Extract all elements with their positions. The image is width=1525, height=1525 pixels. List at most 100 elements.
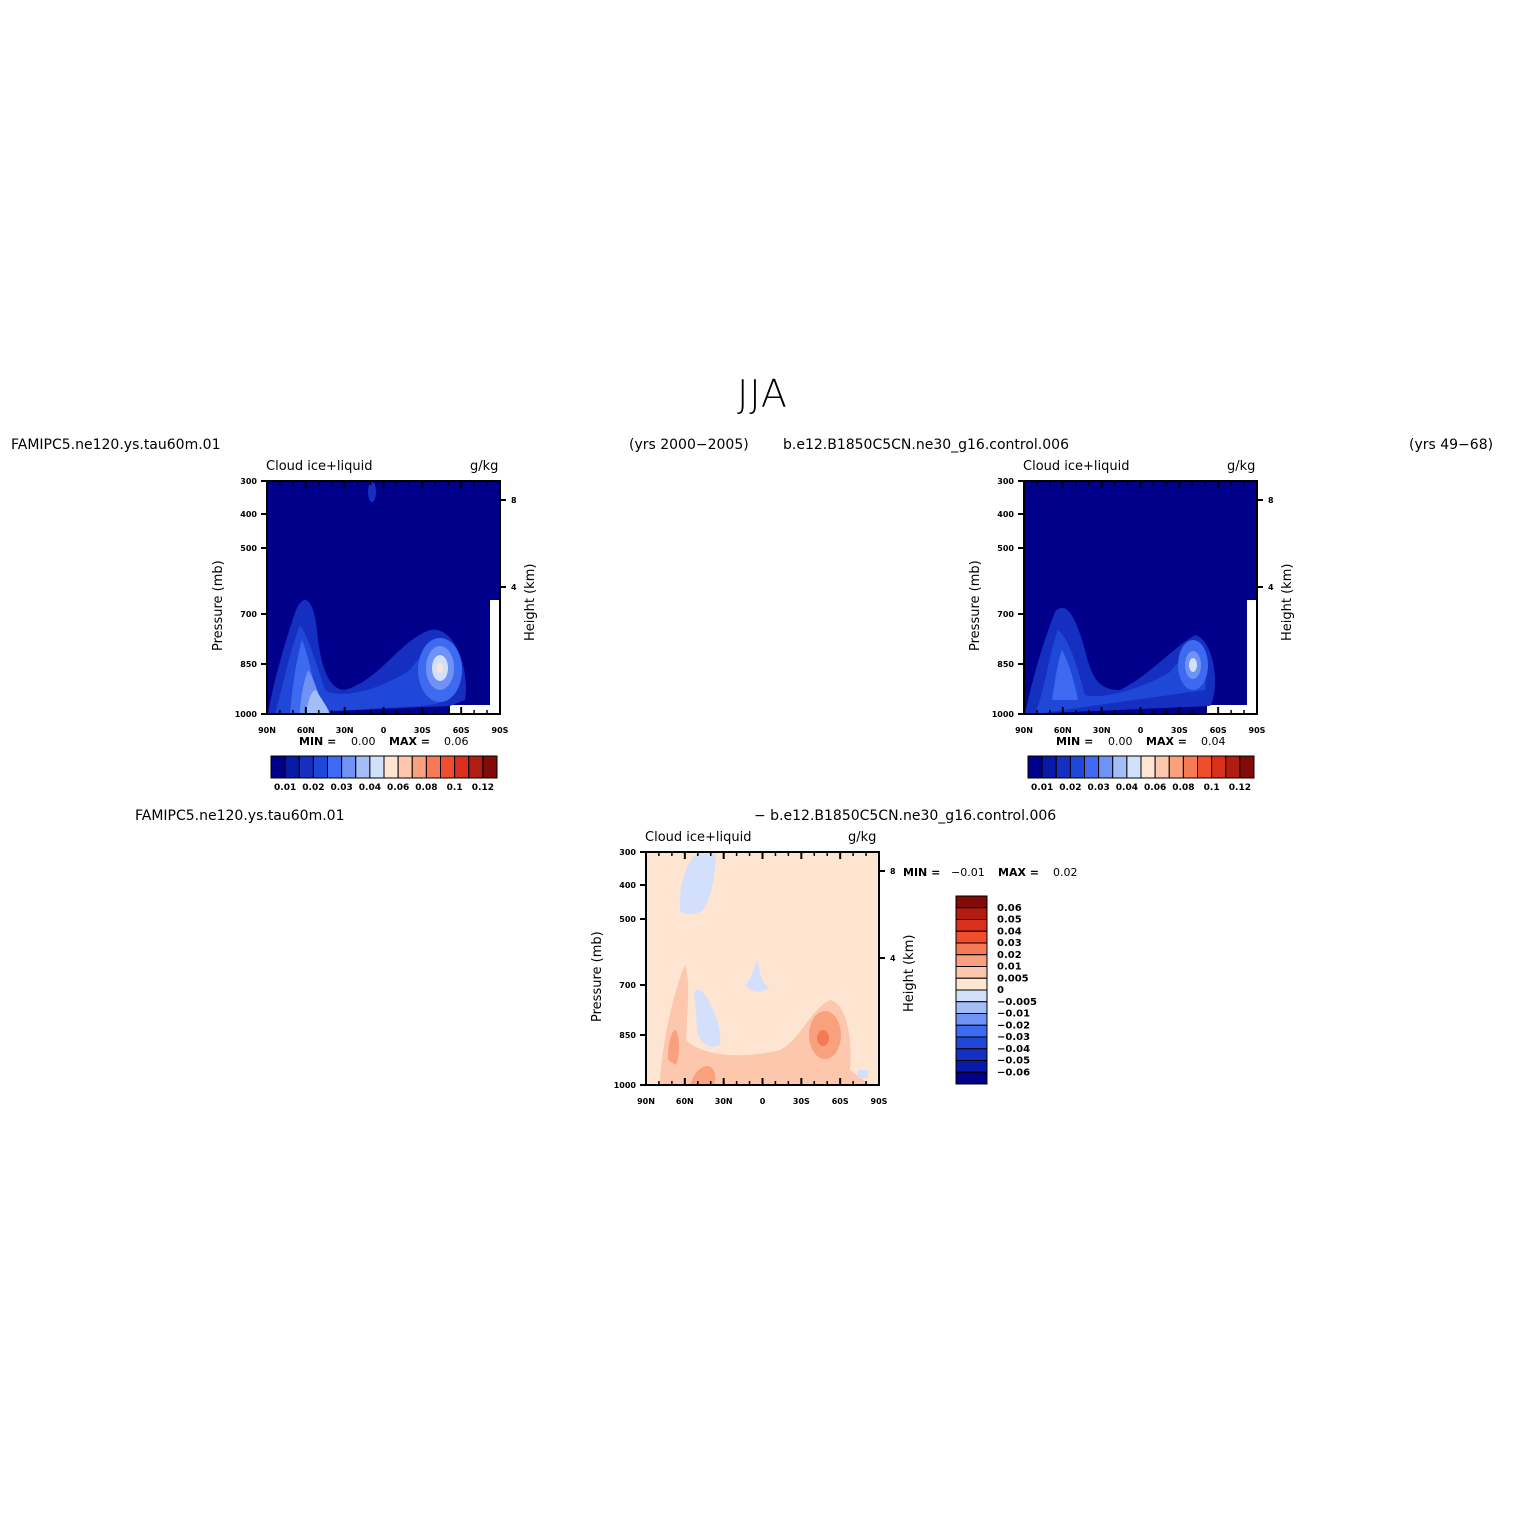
field-name-right: Cloud ice+liquid: [1023, 459, 1130, 474]
colorbar-label: 0.03: [1088, 783, 1110, 793]
units-right: g/kg: [1227, 459, 1256, 474]
y2-tick-label: 4: [890, 954, 896, 963]
y-tick-label: 300: [240, 477, 257, 486]
colorbar-box: [482, 755, 498, 779]
colorbar-label: 0.01: [1031, 783, 1053, 793]
min-label-diff: MIN =: [903, 866, 941, 879]
contour-l2: [275, 625, 460, 714]
max-value-diff: 0.02: [1053, 866, 1078, 879]
units-diff: g/kg: [848, 830, 877, 845]
y-tick-label: 850: [619, 1031, 636, 1040]
colorbar-label: 0.05: [997, 915, 1022, 926]
colorbar-box: [1112, 755, 1128, 779]
y2-tick-label: 8: [890, 867, 896, 876]
y-tick-label: 500: [619, 915, 636, 924]
x-tick-label: 90S: [1249, 726, 1266, 735]
contour-r2: [1035, 630, 1206, 714]
colorbar-box: [1140, 755, 1156, 779]
max-label-diff: MAX =: [998, 866, 1039, 879]
y-tick-label: 1000: [235, 710, 258, 719]
y2-axis-label-right: Height (km): [1280, 563, 1295, 641]
colorbar-box: [468, 755, 484, 779]
axes-layer: 90N 60N 30N 0 30S 60S 90S300400500700850100084…: [235, 477, 1274, 1106]
field-name-left: Cloud ice+liquid: [266, 459, 373, 474]
y-tick-label: 500: [240, 544, 257, 553]
min-value-right: 0.00: [1108, 735, 1133, 748]
x-tick-label: 60N: [297, 726, 315, 735]
colorbar-box: [955, 1024, 988, 1038]
colorbar-label: 0.06: [997, 903, 1022, 914]
colorbar-box: [425, 755, 441, 779]
x-tick-label: 60S: [832, 1097, 849, 1106]
plot-right-field: [1023, 480, 1258, 715]
max-value-left: 0.06: [444, 735, 469, 748]
colorbar-label: 0.08: [415, 783, 437, 793]
axes-panel-0: 90N 60N 30N 0 30S 60S 90S 300 400 500 700 850 1000 8 4: [235, 477, 517, 735]
x-tick-label: 30N: [336, 726, 354, 735]
colorbar-label: 0.03: [997, 938, 1022, 949]
colorbar-label: 0: [997, 985, 1004, 996]
colorbar-label: 0.005: [997, 973, 1029, 984]
colorbar-label: −0.02: [997, 1020, 1030, 1031]
colorbar-box: [1154, 755, 1170, 779]
contour-d8: [817, 1030, 829, 1046]
colorbar-box: [341, 755, 357, 779]
colorbar-box: [440, 755, 456, 779]
colorbar-box: [284, 755, 300, 779]
colorbar-label: −0.06: [997, 1067, 1030, 1078]
contour-d5: [668, 1030, 679, 1065]
axes-panel-2: 90N 60N 30N 0 30S 60S 90S 300 400 500 700 850 1000 8 4: [614, 848, 896, 1106]
x-tick-label: 60N: [676, 1097, 694, 1106]
min-value-diff: −0.01: [951, 866, 985, 879]
x-tick-label: 30N: [715, 1097, 733, 1106]
diff-case-b: − b.e12.B1850C5CN.ne30_g16.control.006: [754, 808, 1057, 824]
colorbar-box: [955, 930, 988, 944]
colorbar-box: [1126, 755, 1142, 779]
y2-tick-label: 4: [1268, 583, 1274, 592]
y2-axis-label-diff: Height (km): [902, 934, 917, 1012]
y-tick-label: 300: [619, 848, 636, 857]
diff-case-a: FAMIPC5.ne120.ys.tau60m.01: [135, 808, 345, 824]
colorbar-label: 0.08: [1172, 783, 1194, 793]
colorbar-box: [397, 755, 413, 779]
colorbar-box: [955, 966, 988, 979]
years-right: (yrs 49−68): [1409, 437, 1494, 453]
contour-d3: [745, 960, 770, 992]
colorbar-box: [1225, 755, 1241, 779]
contour-d1: [679, 853, 716, 915]
y-axis-label-diff: Pressure (mb): [590, 931, 605, 1022]
colorbar-label: 0.06: [1144, 783, 1166, 793]
case-name-right: b.e12.B1850C5CN.ne30_g16.control.006: [783, 437, 1069, 453]
contour-l9: [437, 663, 443, 673]
colorbar-box: [298, 755, 314, 779]
colorbar-box: [1239, 755, 1255, 779]
colorbar-box: [1041, 755, 1057, 779]
x-tick-label: 0: [1138, 726, 1144, 735]
x-tick-label: 90N: [258, 726, 276, 735]
x-tick-label: 0: [760, 1097, 766, 1106]
plot-left-field: [266, 480, 501, 715]
colorbar-box: [1197, 755, 1213, 779]
x-tick-label: 90S: [871, 1097, 888, 1106]
max-label-right: MAX =: [1146, 735, 1187, 748]
colorbar-box: [1182, 755, 1198, 779]
colorbar-box: [955, 1013, 988, 1026]
colorbar-box: [955, 1048, 988, 1061]
colorbar-box: [955, 919, 988, 932]
case-name-left: FAMIPC5.ne120.ys.tau60m.01: [11, 437, 221, 453]
y2-tick-label: 4: [511, 583, 517, 592]
contour-d6: [690, 1065, 716, 1085]
missing-bottom-right: [1207, 705, 1257, 714]
colorbar-box: [955, 1060, 988, 1073]
colorbar-label: 0.02: [302, 783, 324, 793]
x-tick-label: 0: [381, 726, 387, 735]
contour-l5: [306, 690, 330, 714]
contour-l10: [368, 482, 376, 502]
max-value-right: 0.04: [1201, 735, 1226, 748]
x-tick-label: 90N: [1015, 726, 1033, 735]
colorbar-box: [355, 755, 371, 779]
colorbar-box: [1027, 755, 1043, 779]
y2-tick-label: 8: [511, 496, 517, 505]
field-name-diff: Cloud ice+liquid: [645, 830, 752, 845]
